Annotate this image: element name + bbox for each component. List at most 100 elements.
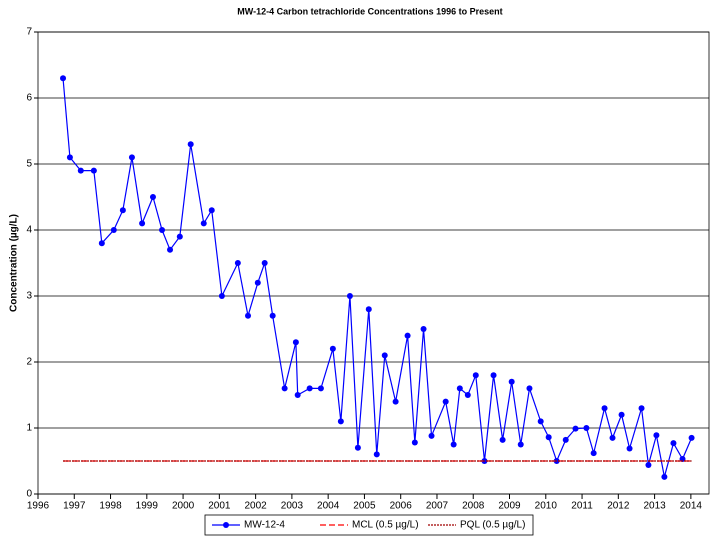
data-point	[517, 441, 524, 448]
x-tick-label: 2002	[244, 501, 267, 512]
data-point	[119, 207, 126, 214]
data-point	[601, 405, 608, 412]
data-point	[626, 445, 633, 452]
x-tick-label: 2012	[607, 501, 630, 512]
data-point	[537, 418, 544, 425]
data-point	[149, 194, 156, 200]
data-point	[638, 405, 645, 412]
data-point	[208, 207, 215, 214]
y-tick-label: 4	[26, 225, 32, 236]
data-point	[139, 220, 146, 227]
data-point	[499, 436, 506, 443]
data-point	[66, 154, 73, 161]
data-point	[329, 345, 336, 352]
data-point	[261, 260, 268, 266]
x-tick-label: 1997	[63, 501, 86, 512]
data-point	[392, 398, 399, 405]
data-point	[411, 439, 418, 446]
data-point	[464, 392, 471, 398]
data-point	[490, 372, 497, 379]
data-point	[254, 279, 261, 286]
legend-label: MW-12-4	[244, 520, 285, 531]
data-point	[269, 312, 276, 319]
data-point	[526, 385, 533, 392]
data-point	[234, 260, 241, 266]
x-tick-label: 2010	[535, 501, 558, 512]
data-point	[60, 75, 67, 82]
data-point	[442, 398, 449, 405]
x-tick-label: 2014	[680, 501, 703, 512]
data-point	[381, 352, 388, 359]
data-point	[404, 332, 411, 339]
data-point	[420, 326, 427, 332]
data-point	[365, 306, 372, 313]
x-tick-label: 2004	[317, 501, 340, 512]
x-tick-label: 2009	[498, 501, 521, 512]
data-point	[167, 246, 174, 253]
x-tick-label: 2013	[643, 501, 666, 512]
data-point	[218, 293, 225, 299]
data-point	[373, 451, 380, 458]
data-point	[306, 385, 313, 392]
x-tick-label: 2008	[462, 501, 485, 512]
legend-label: PQL (0.5 µg/L)	[460, 520, 525, 531]
y-tick-label: 2	[26, 357, 32, 368]
y-tick-label: 0	[26, 489, 32, 500]
y-tick-label: 6	[26, 93, 32, 104]
data-point	[187, 141, 194, 148]
plot-frame	[37, 31, 710, 495]
legend-box	[204, 514, 534, 536]
data-point	[661, 473, 668, 480]
legend-marker	[223, 522, 229, 528]
data-point	[618, 411, 625, 418]
data-point	[450, 441, 457, 448]
data-point	[110, 227, 117, 233]
x-tick-label: 2001	[208, 501, 231, 512]
y-axis-label: Concentration (µg/L)	[9, 214, 20, 312]
data-point	[317, 385, 324, 392]
data-point	[77, 167, 84, 174]
data-point	[609, 434, 616, 441]
data-point	[653, 432, 660, 439]
x-tick-label: 2007	[426, 501, 449, 512]
x-tick-label: 2005	[353, 501, 376, 512]
x-tick-label: 1999	[136, 501, 159, 512]
data-point	[159, 227, 166, 233]
y-tick-label: 5	[26, 159, 32, 170]
data-point	[688, 434, 695, 441]
data-point	[176, 233, 183, 240]
data-point	[354, 444, 361, 451]
data-point	[545, 434, 552, 441]
series-line	[62, 78, 693, 477]
data-point	[572, 425, 579, 432]
chart-title: MW-12-4 Carbon tetrachloride Concentrati…	[237, 6, 502, 16]
data-point	[645, 461, 652, 468]
data-point	[292, 339, 299, 346]
data-point	[590, 450, 597, 457]
data-point	[508, 378, 515, 385]
x-tick-label: 2006	[390, 501, 413, 512]
y-tick-label: 3	[26, 291, 32, 302]
data-point	[472, 372, 479, 379]
data-point	[281, 385, 288, 392]
data-point	[583, 425, 590, 431]
data-point	[200, 220, 207, 227]
x-tick-label: 2003	[281, 501, 304, 512]
data-point	[245, 312, 252, 319]
x-tick-label: 1996	[27, 501, 50, 512]
data-point	[562, 436, 569, 443]
data-point	[670, 440, 677, 447]
legend-label: MCL (0.5 µg/L)	[352, 520, 419, 531]
data-point	[428, 432, 435, 439]
y-tick-label: 1	[26, 423, 32, 434]
data-point	[346, 293, 353, 299]
x-tick-label: 2000	[172, 501, 195, 512]
y-tick-label: 7	[26, 27, 32, 38]
data-point	[456, 385, 463, 392]
x-tick-label: 2011	[571, 501, 593, 512]
data-point	[128, 154, 135, 161]
data-point	[90, 167, 97, 174]
data-point	[337, 418, 344, 425]
data-point	[294, 392, 301, 398]
